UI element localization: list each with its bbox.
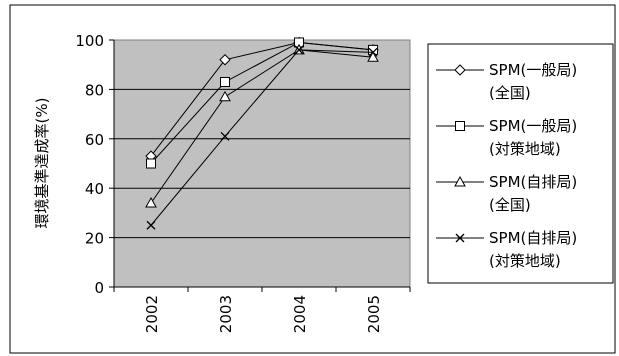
data-point xyxy=(294,45,304,55)
x-tick-label: 2003 xyxy=(217,295,235,333)
legend-marker xyxy=(454,175,466,187)
data-point xyxy=(367,51,379,62)
data-point xyxy=(220,76,230,87)
legend-marker xyxy=(455,233,465,243)
series-4 xyxy=(146,45,378,230)
data-point xyxy=(220,131,230,141)
legend-item-4: SPM(自排局) (対策地域) xyxy=(436,229,577,270)
series-line xyxy=(150,41,374,164)
data-point xyxy=(146,158,156,169)
legend-marker xyxy=(454,64,466,76)
legend-label-line2: (全国) xyxy=(489,84,531,102)
series-line xyxy=(150,49,374,204)
legend-item-3: SPM(自排局) (全国) xyxy=(436,173,577,214)
legend-label-line1: SPM(一般局) xyxy=(489,117,577,135)
legend-item-2: SPM(一般局) (対策地域) xyxy=(436,117,577,158)
legend-label-line2: (全国) xyxy=(489,196,531,214)
y-tick-label: 100 xyxy=(75,32,104,50)
legend-label-line2: (対策地域) xyxy=(489,252,561,270)
data-point xyxy=(146,220,156,230)
legend-label-line2: (対策地域) xyxy=(489,140,561,158)
x-tick-label: 2004 xyxy=(291,295,309,333)
gridlines xyxy=(109,39,410,288)
y-axis-label: 環境基準達成率(%) xyxy=(33,98,51,229)
y-tick-label: 40 xyxy=(85,180,104,198)
series-layer xyxy=(145,36,379,230)
y-tick-label: 0 xyxy=(94,279,104,297)
legend-marker xyxy=(455,121,465,131)
y-tick-labels: 0 20 40 60 80 100 xyxy=(75,32,104,297)
legend-label-line1: SPM(自排局) xyxy=(489,173,577,191)
legend-item-1: SPM(一般局) (全国) xyxy=(436,61,577,102)
legend-box xyxy=(427,43,614,284)
data-point xyxy=(219,90,231,102)
data-point xyxy=(145,196,157,208)
y-tick-label: 60 xyxy=(85,131,104,149)
x-tick-labels: 2002 2003 2004 2005 xyxy=(113,287,411,333)
y-tick-label: 20 xyxy=(85,230,104,248)
plot-area xyxy=(113,39,411,288)
legend-label-line1: SPM(自排局) xyxy=(489,229,577,247)
data-point xyxy=(219,54,231,66)
data-point xyxy=(368,47,378,57)
y-tick-label: 80 xyxy=(85,81,104,99)
legend-label-line1: SPM(一般局) xyxy=(489,61,577,79)
x-tick-label: 2002 xyxy=(143,295,161,333)
legend: SPM(一般局)(全国)SPM(一般局)(対策地域)SPM(自排局)(全国)SP… xyxy=(436,61,577,270)
series-line xyxy=(150,49,374,226)
x-tick-label: 2005 xyxy=(365,295,383,333)
